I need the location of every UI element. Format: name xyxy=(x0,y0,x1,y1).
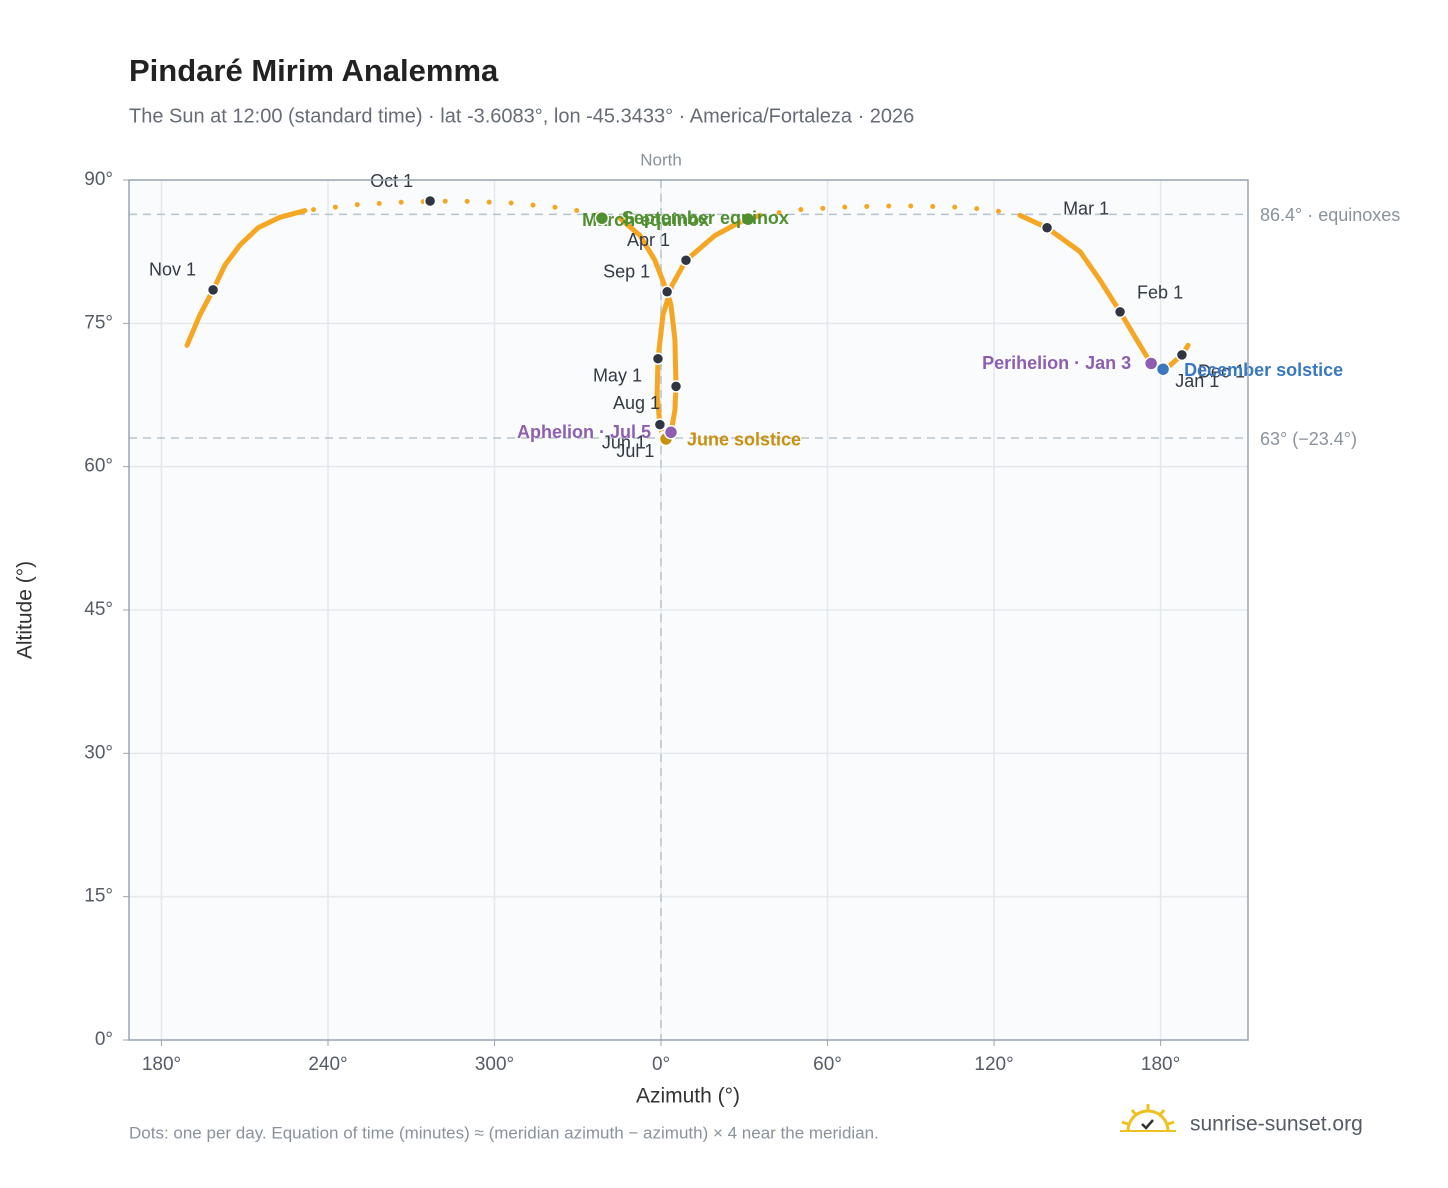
y-tick-label: 45° xyxy=(84,599,113,620)
event-marker xyxy=(594,210,610,226)
month-label: Dec 1 xyxy=(1198,362,1245,382)
event-marker xyxy=(740,211,756,227)
event-marker xyxy=(1155,361,1171,377)
event-label: December solstice xyxy=(1184,360,1343,380)
event-label: June solstice xyxy=(687,430,801,450)
y-tick-label: 0° xyxy=(95,1029,113,1050)
reference-label: 63° (−23.4°) xyxy=(1260,429,1357,449)
month-label: Feb 1 xyxy=(1137,283,1183,303)
month-marker xyxy=(651,352,665,365)
y-tick-label: 30° xyxy=(84,742,113,763)
brand-name: sunrise-sunset.org xyxy=(1190,1113,1363,1136)
month-marker xyxy=(660,285,674,299)
x-tick-label: 180° xyxy=(1141,1054,1180,1075)
y-tick-label: 60° xyxy=(84,456,113,477)
month-marker xyxy=(206,283,220,297)
month-label: Nov 1 xyxy=(149,260,196,280)
y-axis-label: Altitude (°) xyxy=(14,561,37,659)
month-label: Oct 1 xyxy=(370,171,413,191)
chart-subtitle: The Sun at 12:00 (standard time) · lat -… xyxy=(129,105,914,127)
month-label: Aug 1 xyxy=(613,393,660,413)
meridian-label: North xyxy=(640,150,682,169)
x-axis-label: Azimuth (°) xyxy=(636,1085,740,1108)
footnote: Dots: one per day. Equation of time (min… xyxy=(129,1123,879,1142)
month-label: May 1 xyxy=(593,365,642,385)
x-tick-label: 300° xyxy=(475,1054,514,1075)
month-label: Jan 1 xyxy=(1175,371,1219,391)
x-tick-label: 240° xyxy=(308,1054,347,1075)
month-marker xyxy=(1175,348,1189,362)
event-marker xyxy=(1143,356,1159,371)
x-tick-label: 180° xyxy=(142,1054,181,1075)
x-tick-label: 0° xyxy=(652,1054,670,1075)
month-marker xyxy=(669,380,683,393)
month-label: Jun 1 xyxy=(602,432,646,452)
y-tick-label: 15° xyxy=(84,886,113,907)
month-marker xyxy=(1040,221,1054,235)
month-label: Apr 1 xyxy=(627,230,670,250)
month-marker xyxy=(679,254,693,267)
y-tick-label: 90° xyxy=(84,169,113,190)
event-label: Perihelion · Jan 3 xyxy=(982,353,1131,373)
reference-label: 86.4° · equinoxes xyxy=(1260,205,1400,225)
month-label: Mar 1 xyxy=(1063,199,1109,219)
event-label: Aphelion · Jul 5 xyxy=(517,422,651,442)
month-label: Jul 1 xyxy=(616,441,654,461)
x-tick-label: 60° xyxy=(813,1054,842,1075)
event-marker xyxy=(663,425,679,440)
month-label: Sep 1 xyxy=(603,262,650,282)
analemma-path xyxy=(184,208,308,348)
event-label: September equinox xyxy=(622,208,789,228)
chart-title: Pindaré Mirim Analemma xyxy=(129,53,499,88)
y-tick-label: 75° xyxy=(84,312,113,333)
brand-logo xyxy=(1120,1104,1176,1132)
month-marker xyxy=(653,418,667,431)
ticks: 180° 240° 300° 0° 60° 120° 180° 0° 15° 30° 45° 60° 7… xyxy=(84,169,1180,1075)
x-tick-label: 120° xyxy=(974,1054,1013,1075)
analemma-path xyxy=(757,203,1023,218)
month-marker xyxy=(1113,305,1127,319)
month-marker xyxy=(423,194,437,208)
event-label: March equinox xyxy=(582,210,709,230)
